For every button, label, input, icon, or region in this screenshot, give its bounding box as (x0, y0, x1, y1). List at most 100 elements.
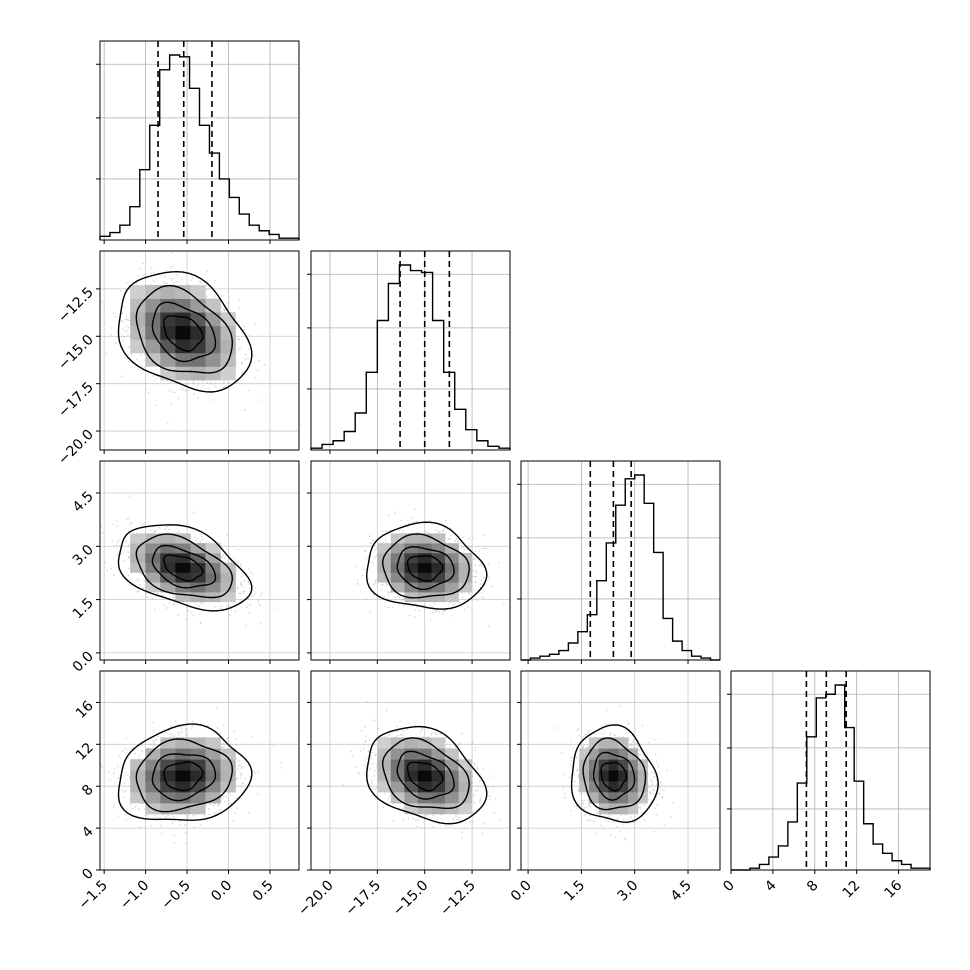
density-cell (205, 781, 221, 793)
density-cell (160, 312, 176, 327)
density-cell (160, 737, 176, 749)
density-cell (390, 748, 405, 760)
density-cell (130, 285, 146, 299)
density-cell (431, 759, 446, 771)
density-cell (458, 582, 473, 593)
density-cell (608, 770, 619, 782)
density-cell (175, 366, 191, 381)
pair-panel-2-1 (310, 460, 511, 661)
pair-panel-2-0 (99, 460, 300, 661)
density-cell (618, 781, 629, 793)
density-cell (598, 781, 609, 793)
histogram-series (521, 474, 720, 661)
panel-frame (310, 460, 511, 661)
density-cell (205, 312, 221, 327)
density-cell (404, 792, 419, 804)
contour-line (135, 738, 234, 813)
density-cell (431, 737, 446, 749)
density-cell (160, 759, 176, 771)
density-cell (618, 770, 629, 782)
histogram-series (99, 54, 300, 240)
density-cell (431, 562, 446, 573)
contour-line (163, 761, 204, 792)
density-cell (175, 759, 191, 771)
density-cell (205, 352, 221, 367)
density-cell (377, 562, 392, 573)
panel-frame (310, 670, 511, 871)
density-cell (618, 803, 629, 815)
contour-line (135, 284, 234, 374)
density-cell (417, 781, 432, 793)
panel-frame (99, 460, 300, 661)
density-cell (404, 803, 419, 815)
density-cell (458, 572, 473, 583)
density-cell (190, 803, 206, 815)
contour-line (396, 546, 455, 591)
density-cell (175, 572, 191, 583)
density-cell (190, 552, 206, 563)
density-cell (390, 552, 405, 563)
density-cell (390, 533, 405, 544)
x-tick-label: 3.0 (614, 878, 641, 905)
panel-frame (99, 670, 300, 871)
y-tick-label: 4 (79, 824, 97, 842)
density-cell (589, 781, 600, 793)
density-cell (608, 759, 619, 771)
y-tick-label: −15.0 (55, 332, 97, 374)
panel-frame (520, 460, 721, 661)
contour-line (396, 750, 455, 800)
density-cell (618, 792, 629, 804)
density-cell (579, 748, 590, 760)
y-tick-label: 0.0 (70, 648, 97, 675)
density-cell (608, 737, 619, 749)
density-cell (417, 770, 432, 782)
contour-line (163, 554, 204, 582)
density-cell (390, 781, 405, 793)
contour-line (151, 753, 217, 802)
density-cell (431, 543, 446, 554)
density-cell (130, 533, 146, 544)
density-cell (130, 312, 146, 327)
y-tick-label: 16 (73, 698, 97, 722)
density-cell (628, 803, 639, 815)
density-cell (160, 770, 176, 782)
density-cell (205, 552, 221, 563)
density-cell (628, 759, 639, 771)
density-cell (445, 792, 459, 804)
density-cell (404, 748, 419, 760)
density-cell (431, 552, 446, 563)
density-cell (175, 312, 191, 327)
density-cell (431, 803, 446, 815)
histogram-panel-1 (310, 250, 511, 451)
x-tick-label: 16 (881, 877, 905, 901)
density-cell (175, 533, 191, 544)
contour-line (365, 725, 488, 825)
x-tick-label: 0 (720, 878, 738, 896)
density-cell (598, 803, 609, 815)
density-cell (190, 792, 206, 804)
y-tick-label: 12 (73, 740, 97, 764)
density-cell (458, 770, 473, 782)
density-cell (175, 737, 191, 749)
density-cell (618, 748, 629, 760)
density-cell (190, 543, 206, 554)
density-cell (130, 552, 146, 563)
density-cell (220, 572, 236, 583)
density-cell (205, 792, 221, 804)
density-cell (431, 781, 446, 793)
pair-panel-1-0 (99, 250, 300, 451)
density-cell (145, 759, 161, 771)
density-cell (130, 759, 146, 771)
contour-line (592, 751, 636, 801)
density-cell (417, 552, 432, 563)
density-cell (175, 543, 191, 554)
x-tick-label: −1.5 (76, 878, 111, 913)
density-cell (190, 325, 206, 340)
density-cell (130, 770, 146, 782)
density-cell (175, 792, 191, 804)
density-cell (390, 543, 405, 554)
density-cell (417, 582, 432, 593)
density-cell (377, 737, 392, 749)
x-tick-label: −17.5 (343, 878, 385, 920)
